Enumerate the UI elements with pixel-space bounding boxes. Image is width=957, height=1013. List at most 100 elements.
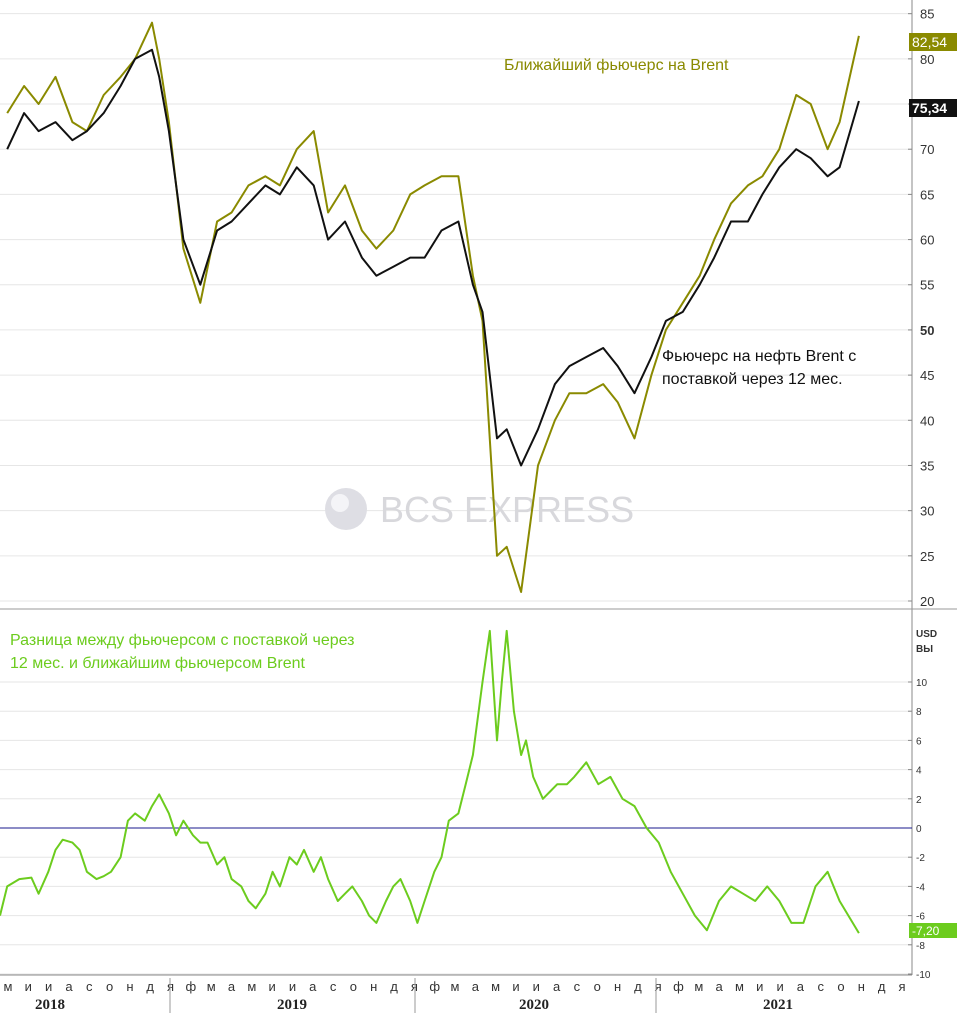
- bottom-y-tick-label: -2: [916, 853, 925, 864]
- x-month-label: я: [167, 979, 174, 994]
- top-y-tick-label: 45: [920, 368, 934, 383]
- x-month-label: н: [370, 979, 377, 994]
- x-month-label: и: [289, 979, 296, 994]
- top-y-tick-label: 25: [920, 549, 934, 564]
- last-value-near-box: [909, 33, 957, 51]
- bottom-y-tick-label: 2: [916, 795, 922, 806]
- x-month-label: и: [512, 979, 519, 994]
- x-year-label: 2018: [35, 997, 65, 1013]
- x-month-label: с: [817, 979, 824, 994]
- x-year-label: 2020: [519, 997, 549, 1013]
- last-value-twelve-text: 75,34: [912, 100, 947, 116]
- x-month-label: н: [126, 979, 133, 994]
- x-month-label: и: [533, 979, 540, 994]
- x-month-label: и: [756, 979, 763, 994]
- x-month-label: о: [106, 979, 113, 994]
- x-month-label: м: [694, 979, 703, 994]
- bottom-y-unit-label-2: BЫ: [916, 644, 933, 655]
- x-month-label: д: [878, 979, 886, 994]
- x-month-label: м: [735, 979, 744, 994]
- annotation-near: Ближайший фьючерс на Brent: [504, 57, 729, 74]
- top-y-tick-label: 30: [920, 504, 934, 519]
- x-month-label: а: [228, 979, 236, 994]
- x-month-label: о: [350, 979, 357, 994]
- bottom-y-tick-label: -10: [916, 970, 931, 981]
- bottom-y-tick-label: -6: [916, 912, 925, 923]
- x-month-label: а: [797, 979, 805, 994]
- last-value-near: 82,54: [909, 33, 957, 51]
- top-y-tick-label: 50: [920, 323, 934, 338]
- top-y-tick-label: 60: [920, 233, 934, 248]
- x-month-label: с: [86, 979, 93, 994]
- top-y-tick-label: 80: [920, 52, 934, 67]
- top-y-tick-label: 40: [920, 413, 934, 428]
- x-month-label: м: [207, 979, 216, 994]
- last-value-near-text: 82,54: [912, 34, 947, 50]
- top-y-tick-label: 20: [920, 594, 934, 609]
- x-month-label: а: [309, 979, 317, 994]
- bottom-y-tick-label: 4: [916, 766, 922, 777]
- top-series: [6, 21, 860, 593]
- bottom-y-tick-label: 0: [916, 824, 922, 835]
- last-value-spread-box: [909, 923, 957, 938]
- bottom-y-tick-label: -4: [916, 882, 925, 893]
- x-month-label: о: [837, 979, 844, 994]
- watermark-logo-highlight: [331, 494, 349, 512]
- annotation-twelve-1: Фьючерс на нефть Brent с: [662, 348, 856, 365]
- x-month-label: н: [858, 979, 865, 994]
- series-line-12m-brent: [6, 48, 860, 467]
- last-value-spread-text: -7,20: [912, 924, 940, 938]
- top-y-tick-label: 55: [920, 278, 934, 293]
- x-month-label: д: [146, 979, 154, 994]
- annotation-twelve-2: поставкой через 12 мес.: [662, 371, 843, 388]
- x-month-label: м: [451, 979, 460, 994]
- x-month-label: и: [25, 979, 32, 994]
- x-year-label: 2021: [763, 997, 793, 1013]
- x-month-label: м: [4, 979, 13, 994]
- bottom-y-unit-label-1: USD: [916, 629, 937, 640]
- bottom-series: [0, 629, 860, 934]
- x-month-label: м: [491, 979, 500, 994]
- x-month-label: н: [614, 979, 621, 994]
- x-month-label: а: [65, 979, 73, 994]
- annotation-spread-2: 12 мес. и ближайшим фьючерсом Brent: [10, 655, 305, 672]
- top-y-tick-label: 85: [920, 7, 934, 22]
- watermark-text: BCS EXPRESS: [380, 489, 634, 530]
- x-month-label: и: [269, 979, 276, 994]
- x-month-label: а: [553, 979, 561, 994]
- annotation-spread-1: Разница между фьючерсом с поставкой чере…: [10, 632, 355, 649]
- x-month-label: а: [472, 979, 480, 994]
- x-month-label: ф: [186, 979, 197, 994]
- x-month-label: с: [574, 979, 581, 994]
- x-month-label: о: [594, 979, 601, 994]
- x-month-label: д: [390, 979, 398, 994]
- last-value-twelve: 75,34: [909, 99, 957, 117]
- top-grid: [0, 13, 912, 602]
- watermark: BCS EXPRESS: [325, 488, 634, 530]
- top-y-tick-label: 70: [920, 142, 934, 157]
- bottom-y-tick-label: -8: [916, 941, 925, 952]
- x-month-label: и: [45, 979, 52, 994]
- top-y-tick-label: 65: [920, 187, 934, 202]
- x-month-label: с: [330, 979, 337, 994]
- x-month-label: ф: [429, 979, 440, 994]
- bottom-y-tick-label: 10: [916, 678, 928, 689]
- series-line-near-brent: [6, 21, 860, 593]
- bottom-y-tick-label: 6: [916, 736, 922, 747]
- x-month-label: д: [634, 979, 642, 994]
- x-month-label: а: [716, 979, 724, 994]
- series-line-spread: [0, 629, 860, 934]
- top-y-tick-label: 35: [920, 458, 934, 473]
- bottom-y-tick-label: 8: [916, 707, 922, 718]
- x-month-label: и: [776, 979, 783, 994]
- x-year-label: 2019: [277, 997, 307, 1013]
- last-value-spread: -7,20: [909, 923, 957, 938]
- last-value-twelve-box: [909, 99, 957, 117]
- x-month-label: м: [247, 979, 256, 994]
- bottom-grid: [0, 681, 912, 975]
- x-month-label: ф: [673, 979, 684, 994]
- x-month-label: я: [655, 979, 662, 994]
- x-month-label: я: [411, 979, 418, 994]
